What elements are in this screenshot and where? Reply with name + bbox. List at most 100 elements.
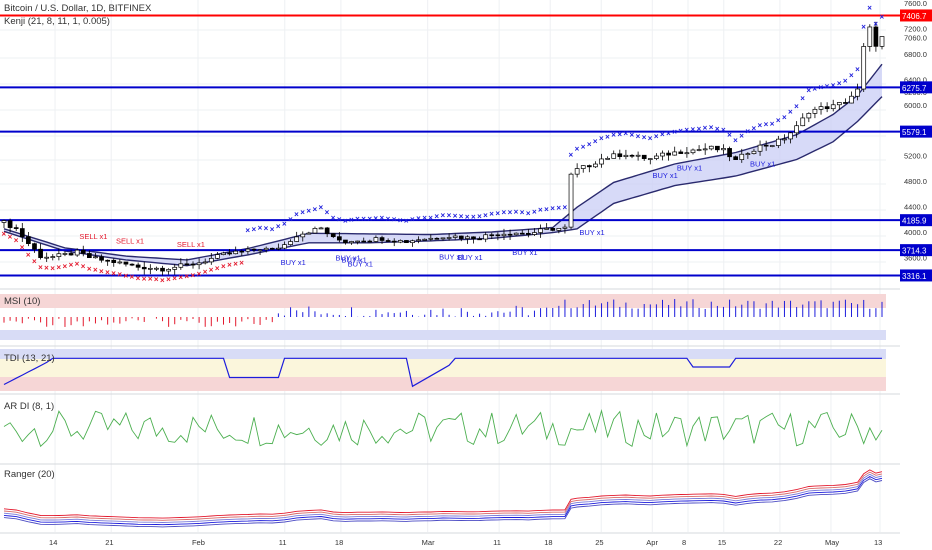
trade-marker-55: × <box>337 215 342 224</box>
candle-body-89 <box>544 228 550 230</box>
candle-body-45 <box>276 247 281 250</box>
time-tick-9: Apr <box>646 538 658 547</box>
trade-marker-101: × <box>617 130 622 139</box>
horizontal-levels[interactable] <box>0 14 900 277</box>
tdi-line <box>3 357 882 388</box>
candle-body-127 <box>775 138 781 146</box>
candle-body-128 <box>782 138 787 141</box>
trade-marker-35: × <box>215 264 220 273</box>
candle-body-43 <box>263 247 269 251</box>
trade-marker-5: × <box>32 257 37 266</box>
candle-body-101 <box>617 153 623 157</box>
msi-pane-title: MSI (10) <box>4 296 40 307</box>
candle-body-19 <box>117 261 123 264</box>
trade-marker-90: × <box>550 204 555 213</box>
trade-marker-139: × <box>849 71 854 80</box>
trade-marker-17: × <box>105 268 110 277</box>
candle-body-14 <box>87 253 92 259</box>
candle-body-90 <box>550 228 556 231</box>
candle-body-59 <box>361 240 367 243</box>
ranger-line-0 <box>3 469 883 519</box>
trade-marker-104: × <box>636 132 641 141</box>
ranger-line-3 <box>3 475 883 526</box>
price-axis[interactable]: 7600.07200.07060.06800.06400.06200.06000… <box>900 0 932 550</box>
trade-marker-56: × <box>343 217 348 226</box>
candle-body-1 <box>7 220 13 228</box>
trade-marker-47: × <box>288 215 293 224</box>
trade-marker-138: × <box>843 77 848 86</box>
candle-body-98 <box>599 158 604 165</box>
time-axis[interactable]: 14 21 Feb 11 18 Mar 11 18 25 Apr 8 15 22 May 13 <box>0 532 900 547</box>
trade-marker-109: × <box>666 129 671 138</box>
candle-body-144 <box>879 36 885 47</box>
trade-marker-38: × <box>233 259 238 268</box>
candle-body-34 <box>208 257 214 263</box>
candle-body-108 <box>660 152 665 157</box>
candle-body-123 <box>751 150 757 154</box>
level-label-2: 5579.1 <box>902 128 927 137</box>
candle-body-79 <box>483 234 489 240</box>
candle-body-143 <box>873 26 879 47</box>
trade-marker-58: × <box>355 215 360 224</box>
trade-marker-125: × <box>764 120 769 129</box>
tdi-upper-zone <box>0 349 886 359</box>
band-upper-line <box>3 63 883 261</box>
candle-body-25 <box>154 267 159 270</box>
trade-marker-72: × <box>441 211 446 220</box>
trade-marker-64: × <box>392 215 397 224</box>
trade-marker-99: × <box>605 132 610 141</box>
candle-body-71 <box>434 237 440 240</box>
trade-marker-61: × <box>373 214 378 223</box>
annotation-buy-13: BUY x1 <box>750 160 775 169</box>
trade-marker-98: × <box>599 134 604 143</box>
trade-marker-115: × <box>703 124 708 133</box>
candle-body-72 <box>440 237 446 240</box>
candle-body-111 <box>678 151 684 154</box>
candle-body-47 <box>288 241 293 245</box>
candle-body-105 <box>641 154 647 159</box>
candle-body-33 <box>202 261 208 264</box>
time-tick-1: 21 <box>105 538 113 547</box>
candle-body-23 <box>141 266 147 270</box>
trade-marker-19: × <box>117 270 122 279</box>
candle-body-76 <box>465 236 470 239</box>
trade-markers: × × ××××× × × × × × × × × × × × × × × × × × × × × × × × × × × × × × × × × ×… <box>2 4 885 285</box>
price-tick-2: 7060.0 <box>904 33 927 42</box>
price-tick-8: 5200.0 <box>904 152 927 161</box>
trade-marker-111: × <box>678 127 683 136</box>
candle-body-120 <box>733 156 739 160</box>
candle-body-83 <box>507 233 513 236</box>
candle-body-26 <box>160 267 165 272</box>
trade-marker-133: × <box>812 85 817 94</box>
candle-body-32 <box>196 262 202 266</box>
candle-body-135 <box>824 106 830 110</box>
msi-upper-zone <box>0 294 886 308</box>
trade-marker-33: × <box>203 268 208 277</box>
candle-body-107 <box>654 155 659 159</box>
annotation-buy-6: BUY x1 <box>348 259 373 268</box>
trade-marker-118: × <box>721 126 726 135</box>
trade-marker-34: × <box>209 266 214 275</box>
candle-body-94 <box>574 168 580 175</box>
trade-marker-24: × <box>148 275 153 284</box>
candle-body-18 <box>111 259 117 263</box>
candle-body-7 <box>44 256 50 259</box>
candle-body-74 <box>452 235 458 238</box>
candle-body-97 <box>593 163 598 168</box>
annotation-sell-2: SELL x1 <box>177 240 205 249</box>
candle-body-130 <box>794 125 799 134</box>
trade-marker-23: × <box>142 274 147 283</box>
candle-body-78 <box>477 238 482 241</box>
trade-marker-30: × <box>184 272 189 281</box>
level-label-box-5 <box>900 269 932 282</box>
trade-marker-8: × <box>50 264 55 273</box>
trade-marker-106: × <box>648 134 653 143</box>
tdi-lower-zone <box>0 377 886 391</box>
candle-body-91 <box>556 228 562 231</box>
candle-body-31 <box>190 263 196 266</box>
candle-body-6 <box>38 248 43 258</box>
trade-marker-119: × <box>727 131 732 140</box>
trade-marker-48: × <box>294 210 299 219</box>
